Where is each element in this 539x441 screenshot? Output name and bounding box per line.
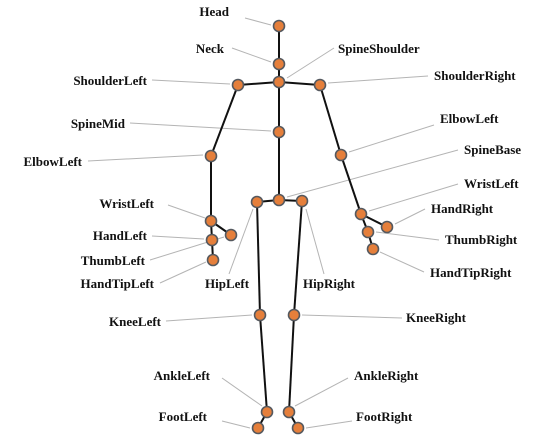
leader-line-spine-shoulder [286,47,335,79]
bone-hip-left-knee-left [256,201,261,316]
joint-label-ankle-right: AnkleRight [354,368,419,383]
leader-line-foot-right [305,420,353,429]
leader-line-hand-left [151,235,205,240]
leader-line-hip-right [305,208,325,275]
joint-foot-left [251,421,265,435]
joint-label-foot-left: FootLeft [159,409,208,424]
joint-label-hip-right: HipRight [303,276,356,291]
joint-label-hand-right: HandRight [431,201,494,216]
leader-line-hand-tip-right [379,251,425,273]
joint-label-spine-mid: SpineMid [71,116,126,131]
leader-line-thumb-right [375,231,440,241]
bone-spine-shoulder-shoulder-left [237,81,280,86]
joint-label-elbow-right: ElbowLeft [24,154,83,169]
joint-labels: Head Neck SpineShoulder ShoulderLeft Shoulde… [24,4,522,424]
joint-head [272,19,286,33]
joint-label-shoulder-left: ShoulderLeft [73,73,147,88]
joint-elbow-right [334,148,348,162]
joint-spine-base [272,193,286,207]
leader-line-spine-base [286,149,459,198]
joint-label-foot-right: FootRight [356,409,413,424]
leader-line-shoulder-left [151,79,231,85]
leader-line-hip-left [228,208,254,275]
joint-label-hip-left: HipLeft [205,276,250,291]
leader-line-wrist-right [167,204,206,219]
joint-label-wrist-right: WristLeft [99,196,154,211]
joint-label-hand-tip-right: HandTipRight [430,265,512,280]
joint-label-knee-left: KneeLeft [109,314,162,329]
joint-ankle-left [260,405,274,419]
leader-line-shoulder-right [327,75,429,84]
joint-foot-right [291,421,305,435]
joint-label-shoulder-right: ShoulderRight [434,68,516,83]
joint-wrist-left [204,214,218,228]
joint-label-ankle-left: AnkleLeft [154,368,211,383]
joint-wrist-right [354,207,368,221]
joint-label-elbow-left: ElbowLeft [440,111,499,126]
joint-label-hand-left: HandLeft [93,228,148,243]
bone-hip-right-knee-right [293,200,303,316]
joint-neck [272,57,286,71]
joint-elbow-left [204,149,218,163]
joint-label-wrist-left: WristLeft [464,176,519,191]
leader-line-foot-left [221,420,251,429]
joint-knee-right [287,308,301,322]
bone-spine-shoulder-shoulder-right [278,81,321,86]
joint-label-neck: Neck [196,41,225,56]
leader-line-spine-mid [129,122,272,132]
joint-hip-left [250,195,264,209]
joint-spine-mid [272,125,286,139]
joint-hand-tip-left [206,253,220,267]
joint-spine-shoulder [272,75,286,89]
joint-label-thumb-right: ThumbRight [445,232,518,247]
leader-line-hand-tip-left [159,261,207,284]
joint-thumb-left [224,228,238,242]
joint-label-thumb-left: ThumbLeft [81,253,146,268]
joint-knee-left [253,308,267,322]
leader-line-head [244,17,272,26]
leader-line-knee-left [165,314,253,322]
leader-line-wrist-left [368,183,459,212]
joint-hand-tip-right [366,242,380,256]
joint-shoulder-left [231,78,245,92]
leader-line-elbow-right [87,154,204,162]
joint-markers [204,19,394,435]
joint-label-spine-base: SpineBase [464,142,521,157]
leader-line-ankle-left [221,377,263,407]
leader-line-neck [231,47,272,63]
joint-hand-left [205,233,219,247]
joint-label-spine-shoulder: SpineShoulder [338,41,420,56]
joint-label-hand-tip-left: HandTipLeft [81,276,155,291]
joint-label-head: Head [199,4,229,19]
leader-line-knee-right [301,314,403,319]
joint-thumb-right [361,225,375,239]
joint-label-knee-right: KneeRight [406,310,467,325]
bone-shoulder-left-elbow-left [210,84,239,157]
leader-line-hand-right [394,208,426,225]
joint-shoulder-right [313,78,327,92]
leader-line-ankle-right [294,377,349,407]
bone-knee-right-ankle-right [288,314,295,413]
bone-elbow-right-wrist-right [340,154,362,215]
joint-ankle-right [282,405,296,419]
joint-hip-right [295,194,309,208]
joint-hand-right [380,220,394,234]
bone-shoulder-right-elbow-right [319,84,342,156]
leader-line-elbow-left [348,124,435,153]
bone-knee-left-ankle-left [259,314,268,413]
